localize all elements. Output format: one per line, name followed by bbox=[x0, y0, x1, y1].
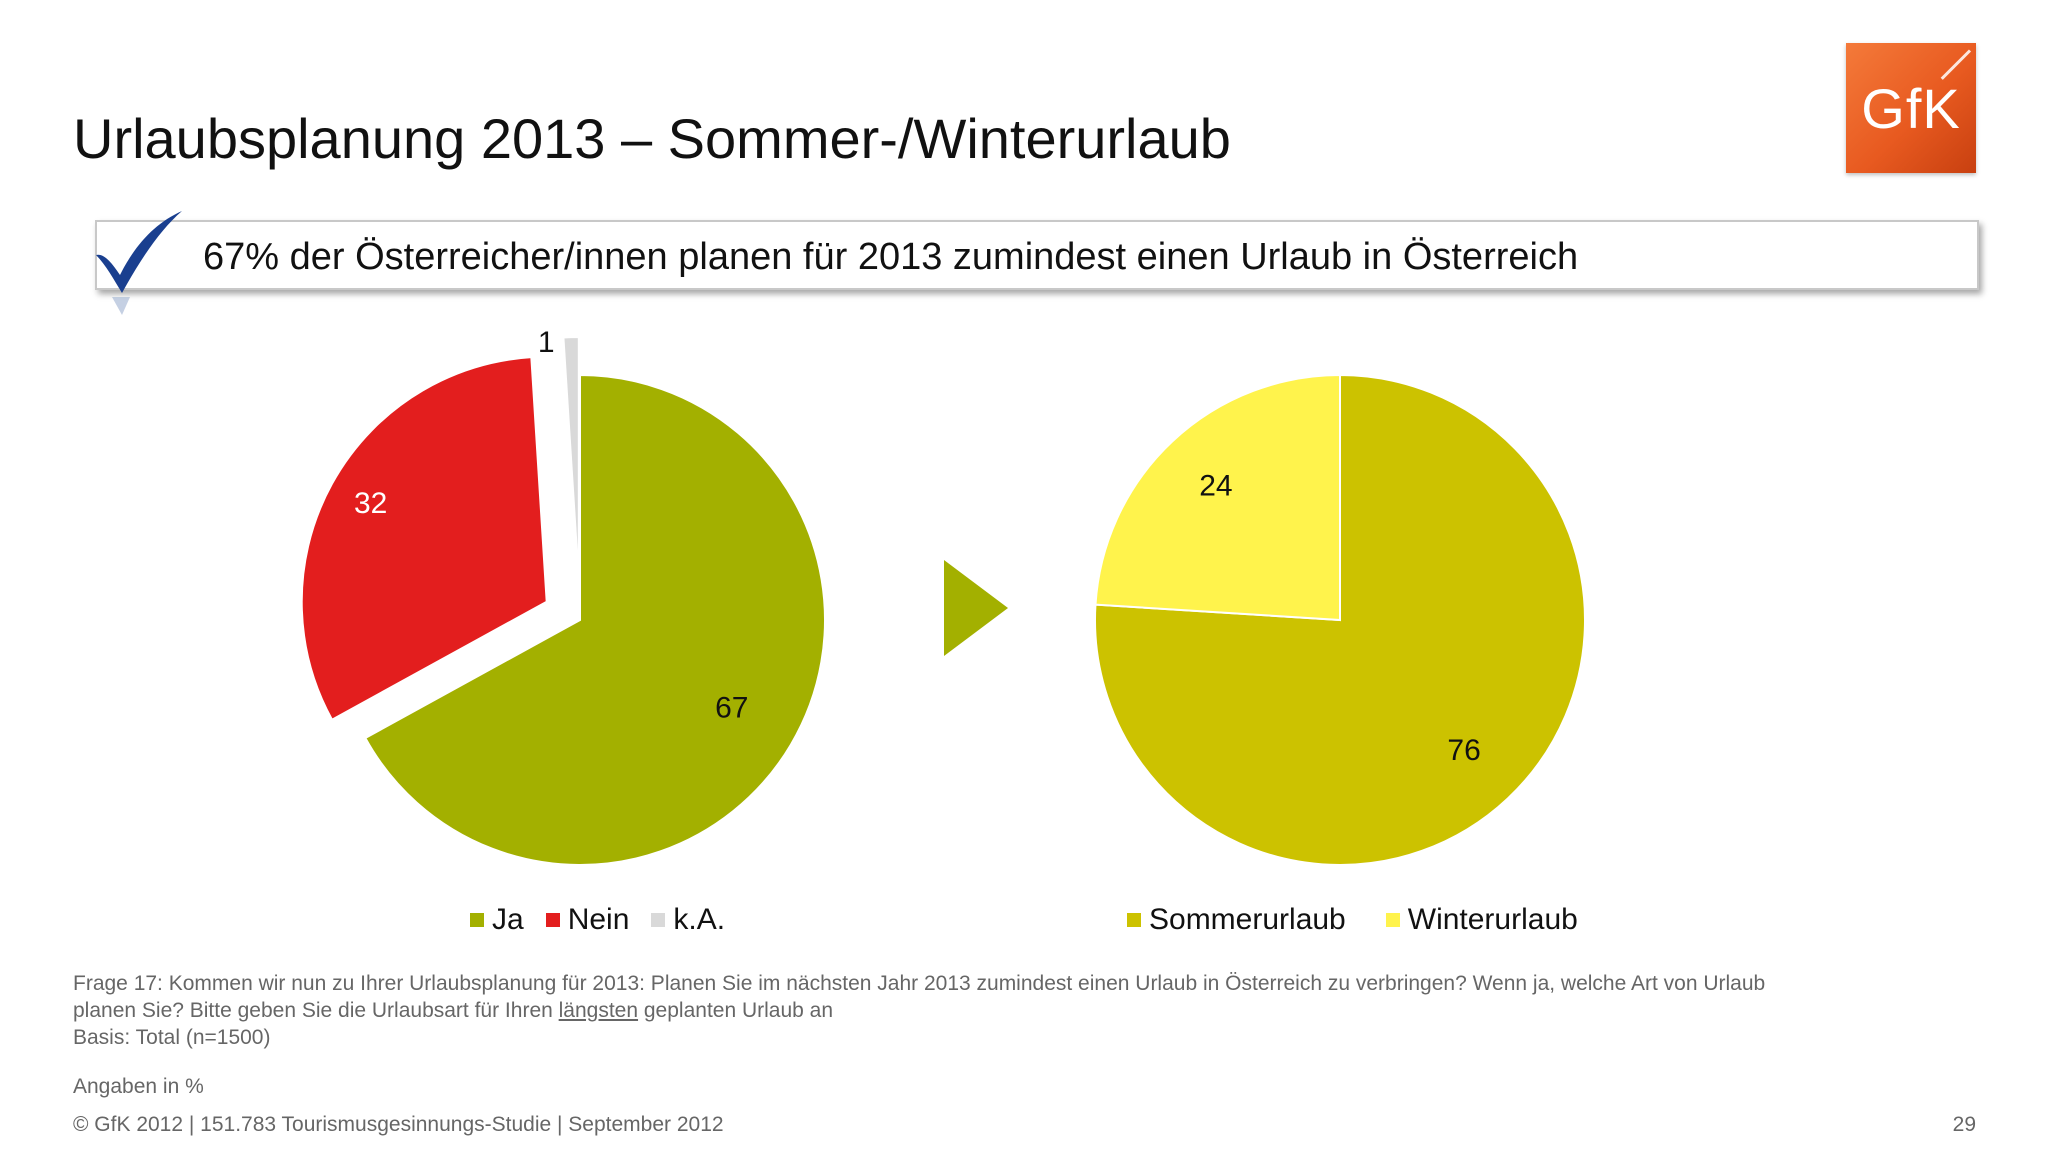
legend-item-winter: Winterurlaub bbox=[1385, 903, 1578, 937]
pie-1-slice-nein bbox=[300, 356, 548, 722]
pie-1-data-label-nein: 32 bbox=[354, 487, 387, 520]
pie-2-data-label-sommerurlaub: 76 bbox=[1447, 734, 1480, 767]
legend-chart-1: Ja Nein k.A. bbox=[470, 902, 747, 938]
arrow-icon bbox=[944, 560, 1008, 656]
gfk-logo: GfK bbox=[1846, 43, 1976, 173]
legend-item-sommer: Sommerurlaub bbox=[1127, 903, 1346, 937]
gfk-logo-text: GfK bbox=[1861, 76, 1961, 140]
legend-swatch-ka bbox=[651, 913, 666, 927]
legend-item-ja: Ja bbox=[470, 903, 524, 937]
legend-label-ka: k.A. bbox=[673, 903, 726, 936]
legend-label-winter: Winterurlaub bbox=[1407, 903, 1578, 936]
page-number: 29 bbox=[1952, 1113, 1976, 1136]
pie-1-slice-ka bbox=[562, 336, 580, 583]
legend-label-sommer: Sommerurlaub bbox=[1149, 903, 1346, 936]
question-text-line-2: planen Sie? Bitte geben Sie die Urlaubsa… bbox=[73, 999, 833, 1023]
legend-chart-2: Sommerurlaub Winterurlaub bbox=[1127, 902, 1600, 938]
question-text-line-1: Frage 17: Kommen wir nun zu Ihrer Urlaub… bbox=[73, 972, 1766, 995]
page-title: Urlaubsplanung 2013 – Sommer-/Winterurla… bbox=[73, 107, 1231, 170]
pie-2-slice-sommerurlaub bbox=[1094, 373, 1586, 866]
pie-1-slice-ja bbox=[363, 373, 826, 866]
legend-item-ka: k.A. bbox=[651, 903, 725, 937]
question-text-underlined: längsten bbox=[558, 999, 639, 1022]
legend-swatch-sommer bbox=[1127, 913, 1141, 927]
checkmark-icon bbox=[96, 211, 182, 315]
pie-1-data-label-ja: 67 bbox=[715, 692, 748, 725]
pie-1-data-label-ka: 1 bbox=[538, 326, 555, 359]
question-text-post: geplanten Urlaub an bbox=[638, 999, 834, 1022]
legend-label-ja: Ja bbox=[492, 903, 524, 936]
headline-text: 67% der Österreicher/innen planen für 20… bbox=[203, 236, 1579, 278]
legend-swatch-ja bbox=[470, 913, 484, 927]
basis-text: Basis: Total (n=1500) bbox=[73, 1026, 271, 1049]
question-text-pre: planen Sie? Bitte geben Sie die Urlaubsa… bbox=[73, 999, 559, 1022]
legend-item-nein: Nein bbox=[545, 903, 630, 937]
legend-label-nein: Nein bbox=[567, 903, 630, 936]
pie-2-data-label-winterurlaub: 24 bbox=[1199, 470, 1232, 503]
legend-swatch-winter bbox=[1385, 913, 1400, 927]
headline-banner: 67% der Österreicher/innen planen für 20… bbox=[95, 220, 1979, 290]
copyright-text: © GfK 2012 | 151.783 Tourismusgesinnungs… bbox=[73, 1113, 724, 1136]
unit-note: Angaben in % bbox=[73, 1075, 204, 1098]
legend-swatch-nein bbox=[545, 913, 560, 927]
pie-2-slice-winterurlaub bbox=[1094, 373, 1341, 622]
